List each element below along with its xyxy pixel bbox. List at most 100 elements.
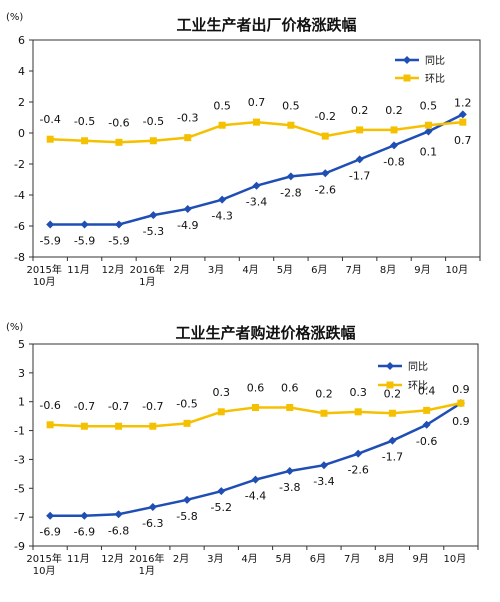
x-tick-label: 4月 bbox=[241, 553, 257, 565]
x-tick-label-line: 10月 bbox=[33, 565, 56, 577]
data-label-环比: 0.2 bbox=[315, 387, 333, 400]
x-tick-label-line: 10月 bbox=[33, 276, 56, 288]
data-point-环比 bbox=[80, 422, 88, 430]
data-label-环比: 0.9 bbox=[452, 383, 470, 396]
x-tick-label: 12月 bbox=[101, 553, 124, 565]
data-point-同比 bbox=[390, 141, 399, 150]
data-label-环比: 0.4 bbox=[418, 384, 436, 397]
x-tick-label: 5月 bbox=[276, 553, 292, 565]
data-label-环比: -0.7 bbox=[142, 400, 163, 413]
data-label-同比: -4.3 bbox=[211, 210, 232, 223]
data-point-环比 bbox=[46, 135, 54, 143]
legend-marker-同比 bbox=[403, 56, 411, 64]
data-label-同比: -1.7 bbox=[382, 451, 403, 464]
data-label-环比: -0.5 bbox=[176, 397, 197, 410]
x-tick-label-line: 2月 bbox=[173, 553, 189, 565]
data-point-环比 bbox=[457, 399, 465, 407]
data-label-同比: -6.9 bbox=[39, 526, 60, 539]
legend-label-同比: 同比 bbox=[425, 55, 445, 67]
data-point-同比 bbox=[422, 420, 431, 429]
x-tick-label-line: 11月 bbox=[67, 553, 90, 565]
y-tick-label: 5 bbox=[18, 338, 25, 351]
data-label-环比: 0.2 bbox=[385, 104, 403, 117]
data-point-同比 bbox=[183, 204, 192, 213]
data-label-环比: 0.7 bbox=[454, 134, 472, 147]
x-tick-label: 2015年 10月 bbox=[26, 552, 61, 577]
y-tick-label: -6 bbox=[14, 220, 25, 233]
x-tick-label: 2016年 1月 bbox=[130, 263, 165, 288]
plot-frame bbox=[32, 343, 479, 547]
data-point-同比 bbox=[114, 220, 123, 229]
x-tick-label: 6月 bbox=[310, 553, 326, 565]
data-label-同比: -0.8 bbox=[383, 155, 404, 168]
data-point-环比 bbox=[423, 406, 431, 414]
data-label-同比: -5.9 bbox=[39, 234, 60, 247]
data-point-同比 bbox=[114, 510, 123, 519]
data-label-同比: -5.8 bbox=[176, 510, 197, 523]
x-tick-label: 9月 bbox=[414, 264, 430, 276]
x-tick-label-line: 9月 bbox=[412, 553, 428, 565]
data-label-同比: -3.4 bbox=[313, 475, 334, 488]
data-label-环比: -0.5 bbox=[143, 115, 164, 128]
data-point-同比 bbox=[217, 487, 226, 496]
y-tick-label: -9 bbox=[14, 540, 25, 553]
x-tick-label-line: 2016年 bbox=[129, 552, 164, 565]
data-label-环比: -0.4 bbox=[39, 113, 60, 126]
y-tick-label: 4 bbox=[18, 65, 25, 78]
y-tick-label: -2 bbox=[14, 158, 25, 171]
data-label-环比: 0.7 bbox=[248, 96, 266, 109]
x-tick-label-line: 4月 bbox=[241, 553, 257, 565]
data-label-同比: -5.3 bbox=[143, 225, 164, 238]
data-point-环比 bbox=[184, 134, 192, 142]
data-point-环比 bbox=[149, 137, 157, 145]
data-point-同比 bbox=[319, 461, 328, 470]
x-tick-label-line: 2016年 bbox=[130, 263, 165, 276]
x-tick-label: 9月 bbox=[412, 553, 428, 565]
data-label-同比: -2.6 bbox=[347, 464, 368, 477]
data-label-环比: -0.5 bbox=[74, 115, 95, 128]
data-label-环比: -0.7 bbox=[74, 400, 95, 413]
data-point-同比 bbox=[285, 466, 294, 475]
data-point-环比 bbox=[115, 138, 123, 146]
data-label-环比: 0.6 bbox=[247, 381, 265, 394]
data-point-同比 bbox=[354, 449, 363, 458]
data-point-环比 bbox=[218, 121, 226, 129]
data-label-同比: -1.7 bbox=[349, 169, 370, 182]
y-tick-label: 3 bbox=[18, 367, 25, 380]
data-label-环比: 0.5 bbox=[213, 99, 231, 112]
x-tick-label-line: 7月 bbox=[344, 553, 360, 565]
data-label-同比: 0.9 bbox=[452, 415, 470, 428]
x-tick-label: 3月 bbox=[208, 264, 224, 276]
x-tick-label-line: 4月 bbox=[242, 264, 258, 276]
data-label-同比: -4.9 bbox=[177, 219, 198, 232]
y-tick-label: -8 bbox=[14, 251, 25, 264]
legend-marker-同比 bbox=[386, 362, 394, 370]
y-tick-label: -1 bbox=[14, 425, 25, 438]
data-point-环比 bbox=[46, 421, 54, 429]
data-label-同比: -0.6 bbox=[416, 435, 437, 448]
x-tick-label: 12月 bbox=[102, 264, 125, 276]
data-label-同比: -5.9 bbox=[108, 234, 129, 247]
data-point-环比 bbox=[252, 403, 259, 411]
data-label-环比: -0.7 bbox=[108, 400, 129, 413]
data-point-同比 bbox=[80, 220, 89, 229]
plot-frame bbox=[32, 39, 481, 258]
y-tick-label: -4 bbox=[14, 189, 25, 202]
legend-marker-环比 bbox=[403, 74, 411, 82]
y-tick-label: 2 bbox=[18, 96, 25, 109]
x-tick-label: 11月 bbox=[67, 264, 90, 276]
x-tick-label: 5月 bbox=[277, 264, 293, 276]
data-label-同比: -6.9 bbox=[74, 526, 95, 539]
legend-label-环比: 环比 bbox=[408, 380, 428, 392]
data-label-同比: -2.6 bbox=[315, 183, 336, 196]
data-label-环比: -0.2 bbox=[315, 110, 336, 123]
data-label-环比: 0.2 bbox=[384, 387, 402, 400]
data-point-环比 bbox=[253, 118, 260, 126]
data-label-同比: -6.3 bbox=[142, 517, 163, 530]
data-point-环比 bbox=[217, 408, 225, 416]
data-point-环比 bbox=[287, 121, 295, 129]
x-tick-label-line: 11月 bbox=[67, 264, 90, 276]
x-tick-label-line: 10月 bbox=[444, 553, 467, 565]
